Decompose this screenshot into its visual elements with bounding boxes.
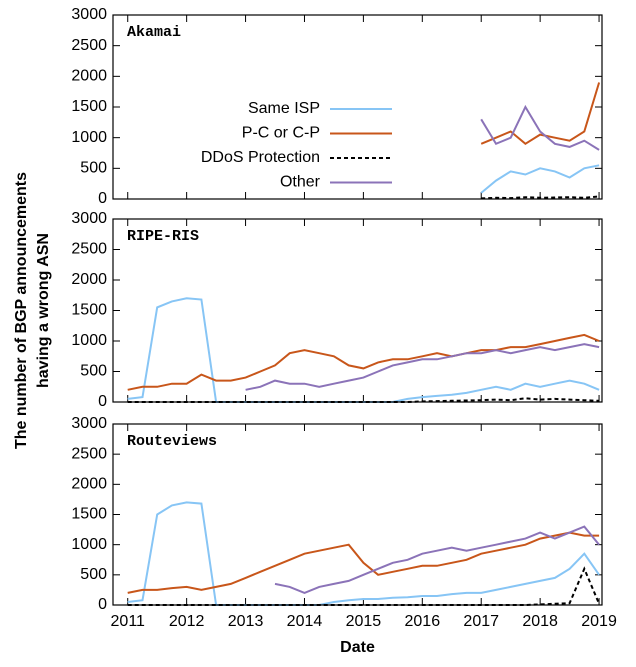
series-line [127, 531, 600, 594]
x-tick-label: 2011 [111, 613, 146, 630]
y-tick-label: 1000 [71, 129, 107, 146]
y-tick-label: 500 [80, 363, 107, 380]
x-tick-label: 2016 [405, 613, 441, 630]
y-tick-label: 1000 [71, 536, 107, 553]
x-tick-label: 2013 [228, 613, 264, 630]
y-tick-label: 2500 [71, 241, 107, 258]
series-line [245, 343, 600, 391]
x-tick-label: 2014 [287, 613, 323, 630]
series-line [127, 501, 600, 606]
y-tick-label: 3000 [71, 6, 107, 23]
x-tick-label: 2015 [346, 613, 382, 630]
x-tick-label: 2012 [169, 613, 205, 630]
y-tick-label: 3000 [71, 415, 107, 432]
series-line [481, 195, 600, 200]
y-axis-label: The number of BGP announcements [13, 172, 30, 449]
legend-label: Same ISP [248, 100, 320, 117]
series-line [480, 82, 601, 146]
x-tick-label: 2019 [581, 613, 617, 630]
y-tick-label: 1500 [71, 98, 107, 115]
y-tick-label: 1500 [71, 302, 107, 319]
x-tick-label: 2018 [522, 613, 558, 630]
legend-label: P-C or C-P [242, 125, 320, 142]
legend-label: Other [280, 174, 321, 191]
series-line [480, 164, 600, 194]
panel-title: RIPE-RIS [127, 228, 199, 245]
y-tick-label: 0 [98, 393, 107, 410]
y-tick-label: 500 [80, 566, 107, 583]
y-tick-label: 2000 [71, 271, 107, 288]
y-tick-label: 2000 [71, 68, 107, 85]
panel-title: Routeviews [127, 433, 217, 450]
x-axis-label: Date [340, 639, 375, 656]
y-tick-label: 1000 [71, 332, 107, 349]
plot-frame [112, 14, 603, 200]
x-tick-label: 2017 [463, 613, 499, 630]
y-axis-label: having a wrong ASN [35, 233, 52, 388]
y-tick-label: 0 [98, 596, 107, 613]
y-tick-label: 3000 [71, 210, 107, 227]
y-tick-label: 500 [80, 160, 107, 177]
series-line [127, 333, 600, 391]
legend-label: DDoS Protection [201, 149, 320, 166]
series-line [480, 104, 600, 151]
y-tick-label: 2500 [71, 445, 107, 462]
plot-frame [112, 218, 603, 403]
y-tick-label: 2000 [71, 476, 107, 493]
y-tick-label: 0 [98, 190, 107, 207]
y-tick-label: 1500 [71, 506, 107, 523]
series-line [274, 525, 600, 594]
panel-title: Akamai [127, 24, 181, 41]
plot-frame [112, 423, 603, 606]
y-tick-label: 2500 [71, 37, 107, 54]
